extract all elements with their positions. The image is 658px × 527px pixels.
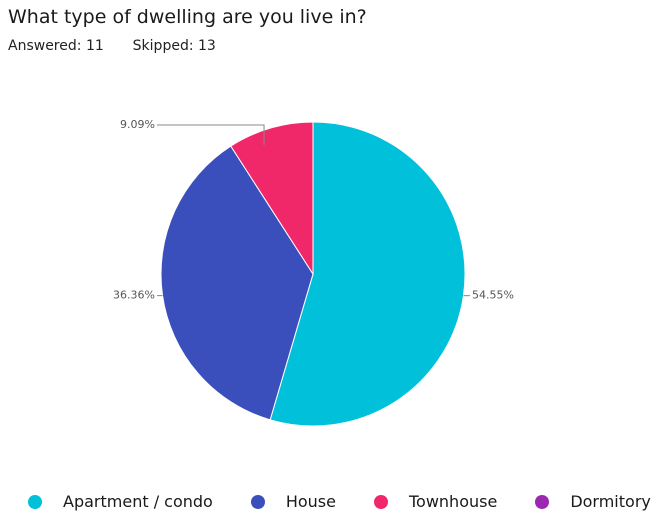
legend-label: House	[285, 492, 336, 511]
response-stats: Answered: 11 Skipped: 13	[8, 38, 216, 54]
skipped-label: Skipped:	[132, 38, 194, 54]
pie-chart: 54.55% 36.36% 9.09%	[113, 118, 514, 427]
answered-count: 11	[85, 38, 104, 54]
legend-swatch	[28, 494, 42, 509]
legend-item[interactable]: Dormitory	[535, 492, 651, 511]
legend-swatch	[373, 494, 388, 509]
question-title: What type of dwelling are you live in?	[8, 6, 367, 28]
skipped-count: 13	[198, 38, 216, 54]
legend-item[interactable]: Townhouse	[373, 492, 498, 511]
data-label: 54.55%	[472, 289, 514, 302]
data-label: 9.09%	[120, 118, 155, 131]
pie-slice-apartment-condo[interactable]	[269, 121, 466, 427]
legend-label: Dormitory	[570, 492, 651, 511]
leader-line	[157, 124, 265, 145]
legend-label: Townhouse	[408, 492, 498, 511]
legend-item[interactable]: Apartment / condo	[28, 492, 213, 511]
data-label: 36.36%	[113, 289, 155, 302]
chart-legend: Apartment / condo House Townhouse Dormitory	[28, 492, 651, 511]
pie-slice-townhouse[interactable]	[230, 121, 314, 276]
legend-swatch	[535, 494, 550, 509]
legend-label: Apartment / condo	[63, 492, 213, 511]
legend-swatch	[250, 494, 265, 509]
answered-label: Answered:	[8, 38, 82, 54]
legend-item[interactable]: House	[250, 492, 336, 511]
